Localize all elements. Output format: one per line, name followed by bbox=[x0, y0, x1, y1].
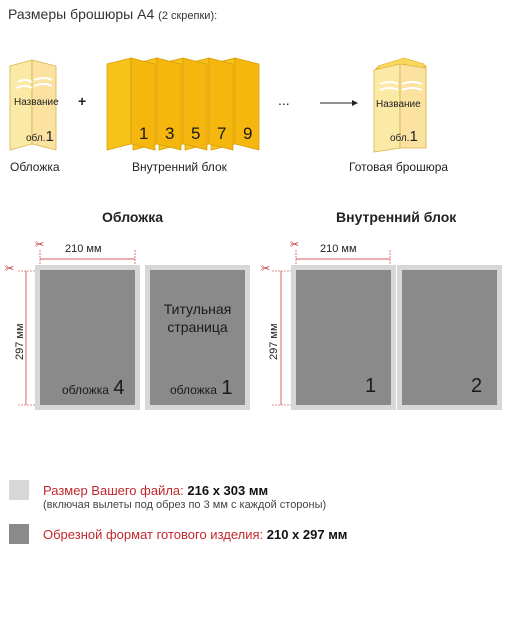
block-section-title: Внутренний блок bbox=[336, 209, 457, 225]
block-page-1-trim bbox=[296, 270, 391, 405]
page-title: Размеры брошюры А4 (2 скрепки): bbox=[8, 6, 217, 22]
cover-booklet-illustration bbox=[9, 59, 57, 151]
legend-file-size-label: Размер Вашего файла: bbox=[43, 483, 184, 498]
block-page-1-bleed: 1 bbox=[291, 265, 396, 410]
block-leaf-right bbox=[156, 57, 182, 151]
block-page-number: 1 bbox=[139, 124, 149, 143]
block-page-number: 3 bbox=[165, 124, 175, 143]
block-page-number: 5 bbox=[191, 124, 201, 143]
cover-illus-page: обл.1 bbox=[26, 128, 54, 145]
legend-swatch-file-size bbox=[9, 480, 29, 500]
result-caption: Готовая брошюра bbox=[349, 160, 449, 174]
title-main: Размеры брошюры А4 bbox=[8, 6, 155, 22]
cover-illus-prefix: обл. bbox=[26, 133, 46, 144]
inner-block-illustration bbox=[106, 57, 260, 151]
cover-page-1-trim bbox=[150, 270, 245, 405]
ellipsis: ... bbox=[278, 92, 290, 108]
legend-file-size-value: 216 x 303 мм bbox=[187, 483, 269, 498]
scissors-icon: ✂ bbox=[261, 263, 270, 275]
block-page-number: 7 bbox=[217, 124, 227, 143]
legend-trim-size: Обрезной формат готового изделия: 210 x … bbox=[43, 527, 347, 542]
result-booklet-illustration bbox=[373, 57, 427, 153]
cover-page-4-label: обложка 4 bbox=[62, 377, 124, 400]
plus-sign: + bbox=[78, 93, 87, 109]
result-illus-page: обл.1 bbox=[390, 128, 418, 145]
legend-trim-size-value: 210 x 297 мм bbox=[266, 527, 348, 542]
legend-file-size: Размер Вашего файла: 216 x 303 мм bbox=[43, 483, 268, 498]
result-illus-num: 1 bbox=[409, 128, 418, 145]
block-leaf-right bbox=[130, 57, 156, 151]
cover-illus-num: 1 bbox=[45, 128, 54, 145]
cover-page-1-text: обложка bbox=[170, 383, 217, 397]
title-subtitle: (2 скрепки): bbox=[158, 10, 218, 22]
cover-page-4-bleed: обложка 4 bbox=[35, 265, 140, 410]
cover-width-label: 210 мм bbox=[63, 243, 104, 255]
result-illus-name: Название bbox=[376, 99, 421, 110]
block-page-1-num: 1 bbox=[365, 375, 377, 397]
cover-page-1-title-line2: страница bbox=[167, 319, 228, 335]
scissors-icon: ✂ bbox=[35, 239, 44, 251]
cover-illus-name: Название bbox=[14, 97, 59, 108]
block-page-2-trim bbox=[402, 270, 497, 405]
block-leaf-right bbox=[208, 57, 234, 151]
cover-section-title: Обложка bbox=[102, 209, 163, 225]
cover-page-1-num: 1 bbox=[221, 377, 233, 399]
block-page-number: 9 bbox=[243, 124, 253, 143]
block-leaf-right bbox=[182, 57, 208, 151]
cover-page-1-title-line1: Титульная bbox=[163, 301, 232, 317]
cover-page-1-bleed: Титульная страница обложка 1 bbox=[145, 265, 250, 410]
cover-page-4-text: обложка bbox=[62, 383, 109, 397]
scissors-icon: ✂ bbox=[290, 239, 299, 251]
legend-file-size-note: (включая вылеты под обрез по 3 мм с кажд… bbox=[43, 499, 327, 511]
block-leaf-right bbox=[234, 57, 260, 151]
legend-swatch-trim-size bbox=[9, 524, 29, 544]
block-width-label: 210 мм bbox=[318, 243, 359, 255]
scissors-icon: ✂ bbox=[5, 263, 14, 275]
cover-page-1-title: Титульная страница bbox=[145, 300, 250, 336]
block-page-2-num: 2 bbox=[471, 375, 483, 397]
cover-page-4-num: 4 bbox=[113, 377, 125, 399]
cover-height-label: 297 мм bbox=[14, 323, 26, 360]
legend-trim-size-label: Обрезной формат готового изделия: bbox=[43, 527, 264, 542]
cover-caption: Обложка bbox=[10, 160, 60, 174]
block-page-2-bleed: 2 bbox=[397, 265, 502, 410]
result-illus-prefix: обл. bbox=[390, 133, 410, 144]
inner-block-caption: Внутренний блок bbox=[132, 160, 227, 174]
cover-page-4-trim bbox=[40, 270, 135, 405]
block-height-label: 297 мм bbox=[268, 323, 280, 360]
arrow-right-icon bbox=[320, 100, 358, 106]
cover-page-1-label: обложка 1 bbox=[170, 377, 232, 400]
